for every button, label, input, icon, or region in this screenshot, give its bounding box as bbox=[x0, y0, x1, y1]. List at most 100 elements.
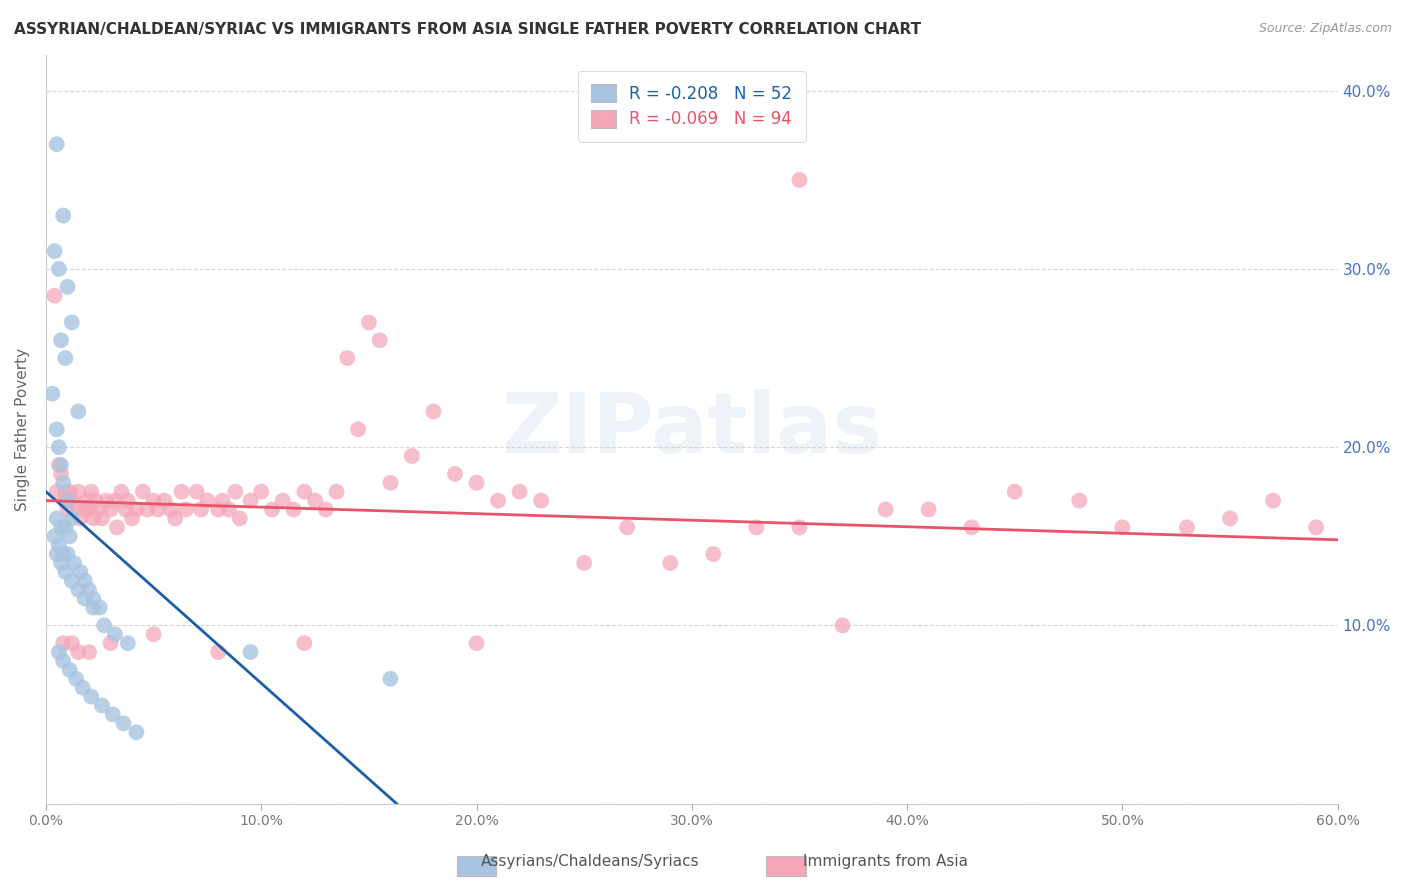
Point bbox=[444, 467, 467, 481]
Point bbox=[82, 511, 104, 525]
Point bbox=[146, 502, 169, 516]
Point bbox=[49, 333, 72, 347]
Point bbox=[41, 386, 63, 401]
Point bbox=[530, 493, 553, 508]
Text: ASSYRIAN/CHALDEAN/SYRIAC VS IMMIGRANTS FROM ASIA SINGLE FATHER POVERTY CORRELATI: ASSYRIAN/CHALDEAN/SYRIAC VS IMMIGRANTS F… bbox=[14, 22, 921, 37]
Point bbox=[104, 493, 127, 508]
Point bbox=[59, 529, 82, 543]
Point bbox=[117, 493, 139, 508]
Point bbox=[53, 484, 76, 499]
Point bbox=[56, 493, 79, 508]
Point bbox=[104, 627, 127, 641]
Point bbox=[73, 574, 96, 588]
Point bbox=[110, 484, 132, 499]
Point bbox=[105, 520, 128, 534]
Point bbox=[401, 449, 423, 463]
Point bbox=[63, 556, 86, 570]
Point bbox=[1219, 511, 1241, 525]
Point bbox=[84, 493, 107, 508]
Point bbox=[49, 458, 72, 472]
Point bbox=[96, 493, 118, 508]
Point bbox=[142, 627, 165, 641]
Point bbox=[45, 511, 67, 525]
Point bbox=[91, 511, 114, 525]
Point bbox=[224, 484, 246, 499]
Point bbox=[45, 547, 67, 561]
Point bbox=[67, 645, 90, 659]
Point bbox=[59, 663, 82, 677]
Point bbox=[572, 556, 595, 570]
Point bbox=[917, 502, 939, 516]
Point bbox=[45, 422, 67, 436]
Point bbox=[186, 484, 208, 499]
Legend: R = -0.208   N = 52, R = -0.069   N = 94: R = -0.208 N = 52, R = -0.069 N = 94 bbox=[578, 71, 806, 142]
Point bbox=[89, 600, 111, 615]
Point bbox=[52, 654, 75, 668]
Point bbox=[48, 645, 70, 659]
Point bbox=[63, 502, 86, 516]
Point bbox=[56, 280, 79, 294]
Point bbox=[77, 582, 100, 597]
Point bbox=[65, 672, 87, 686]
Point bbox=[52, 547, 75, 561]
Point bbox=[112, 716, 135, 731]
Point bbox=[336, 351, 359, 365]
Point bbox=[465, 636, 488, 650]
Point bbox=[380, 672, 402, 686]
Point bbox=[1175, 520, 1198, 534]
Point bbox=[52, 636, 75, 650]
Point bbox=[745, 520, 768, 534]
Point bbox=[60, 636, 83, 650]
Point bbox=[325, 484, 347, 499]
Point bbox=[80, 484, 103, 499]
Point bbox=[53, 565, 76, 579]
Point bbox=[69, 511, 91, 525]
Point bbox=[132, 484, 155, 499]
Point bbox=[260, 502, 283, 516]
Point bbox=[207, 645, 229, 659]
Point bbox=[89, 502, 111, 516]
Point bbox=[271, 493, 294, 508]
Point bbox=[368, 333, 391, 347]
Point bbox=[121, 511, 143, 525]
Point bbox=[69, 565, 91, 579]
Point bbox=[73, 502, 96, 516]
Point bbox=[211, 493, 233, 508]
Point bbox=[67, 484, 90, 499]
Point bbox=[91, 698, 114, 713]
Point bbox=[49, 467, 72, 481]
Point bbox=[1004, 484, 1026, 499]
Point bbox=[60, 511, 83, 525]
Point bbox=[380, 475, 402, 490]
Point bbox=[239, 645, 262, 659]
Point bbox=[67, 582, 90, 597]
Point bbox=[48, 458, 70, 472]
Point bbox=[48, 538, 70, 552]
Point bbox=[80, 690, 103, 704]
Point bbox=[465, 475, 488, 490]
Point bbox=[789, 520, 811, 534]
Point bbox=[72, 681, 94, 695]
Point bbox=[659, 556, 682, 570]
Point bbox=[67, 404, 90, 418]
Point bbox=[315, 502, 337, 516]
Point bbox=[77, 502, 100, 516]
Point bbox=[218, 502, 240, 516]
Point bbox=[197, 493, 219, 508]
Point bbox=[960, 520, 983, 534]
Point bbox=[422, 404, 444, 418]
Text: Source: ZipAtlas.com: Source: ZipAtlas.com bbox=[1258, 22, 1392, 36]
Point bbox=[45, 484, 67, 499]
Point bbox=[207, 502, 229, 516]
Point bbox=[292, 484, 315, 499]
Point bbox=[101, 707, 124, 722]
Point bbox=[76, 493, 98, 508]
Point bbox=[44, 288, 66, 302]
Text: ZIPatlas: ZIPatlas bbox=[502, 389, 883, 470]
Point bbox=[52, 475, 75, 490]
Point bbox=[1305, 520, 1327, 534]
Point bbox=[44, 244, 66, 259]
Point bbox=[114, 502, 136, 516]
Point bbox=[53, 493, 76, 508]
Point bbox=[59, 484, 82, 499]
